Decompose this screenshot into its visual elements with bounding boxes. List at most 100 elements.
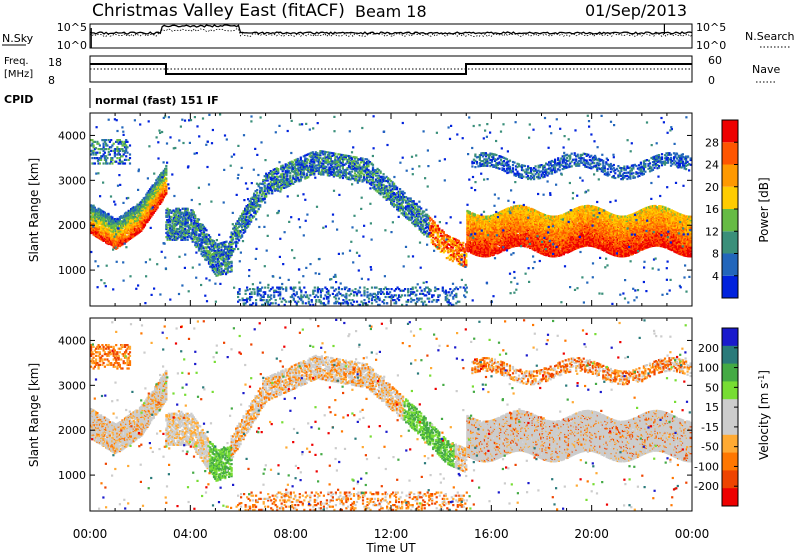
power-cell: [462, 245, 464, 247]
power-cell: [446, 294, 448, 296]
power-cell: [325, 166, 327, 168]
power-cell: [309, 294, 311, 296]
power-cell: [415, 287, 417, 289]
power-cell: [270, 294, 272, 296]
power-cell: [458, 240, 460, 242]
power-cell: [105, 139, 107, 141]
power-cell: [358, 164, 360, 166]
power-cell: [353, 301, 355, 303]
nsky-tick-max: 10^5: [57, 21, 87, 34]
power-cell: [252, 302, 254, 304]
power-cell: [190, 219, 192, 221]
nsearch-tick-min: 10^0: [696, 39, 726, 52]
power-cell: [179, 209, 181, 211]
power-cell: [256, 211, 258, 213]
power-cell: [437, 288, 439, 290]
power-cell: [245, 293, 247, 295]
power-cell: [421, 290, 423, 292]
power-cell: [194, 214, 196, 216]
power-cell: [363, 290, 365, 292]
power-cell: [308, 301, 310, 303]
power-cell: [297, 301, 299, 303]
power-cell: [317, 296, 319, 298]
power-cell: [315, 299, 317, 301]
power-cell: [214, 261, 216, 263]
power-cell: [165, 167, 167, 169]
power-cell: [167, 227, 169, 229]
power-cell: [301, 176, 303, 178]
power-cell: [231, 269, 233, 271]
power-cell: [303, 287, 305, 289]
power-cell: [371, 287, 373, 289]
power-cell: [105, 148, 107, 150]
nave-label: Nave: [752, 63, 780, 76]
power-cell: [380, 288, 382, 290]
power-cell: [423, 211, 425, 213]
power-cell: [282, 288, 284, 290]
power-cell: [345, 287, 347, 289]
power-cell: [245, 290, 247, 292]
power-cell: [366, 291, 368, 293]
power-cell: [225, 241, 227, 243]
power-cell: [368, 301, 370, 303]
power-cell: [165, 184, 167, 186]
power-cell: [231, 246, 233, 248]
power-cell: [383, 173, 385, 175]
power-cell: [291, 179, 293, 181]
power-cell: [209, 236, 211, 238]
date-label: 01/Sep/2013: [585, 1, 687, 20]
power-cell: [466, 291, 468, 293]
power-cell: [428, 222, 430, 224]
power-cell: [314, 287, 316, 289]
power-cell: [99, 152, 101, 154]
power-cell: [444, 250, 446, 252]
power-cell: [341, 288, 343, 290]
power-cell: [268, 192, 270, 194]
power-cell: [474, 213, 476, 215]
power-cell: [426, 230, 428, 232]
nave-tick-max: 60: [708, 54, 722, 67]
power-cell: [218, 268, 220, 270]
power-cell: [285, 287, 287, 289]
power-cell: [261, 287, 263, 289]
power-cell: [296, 291, 298, 293]
power-cell: [96, 152, 98, 154]
power-cell: [94, 141, 96, 143]
power-cell: [264, 182, 266, 184]
power-cell: [307, 176, 309, 178]
power-cell: [314, 290, 316, 292]
power-cell: [422, 224, 424, 226]
power-cell: [110, 150, 112, 152]
power-cell: [255, 302, 257, 304]
power-cell: [439, 294, 441, 296]
power-cell: [401, 294, 403, 296]
power-cell: [455, 293, 457, 295]
power-cell: [292, 161, 294, 163]
power-cell: [207, 243, 209, 245]
power-cell: [375, 287, 377, 289]
power-cell: [124, 162, 126, 164]
power-cell: [307, 159, 309, 161]
power-cell: [99, 144, 101, 146]
power-cell: [263, 299, 265, 301]
power-cell: [273, 294, 275, 296]
power-cell: [424, 301, 426, 303]
power-cell: [94, 207, 96, 209]
power-cell: [281, 301, 283, 303]
power-cell: [249, 288, 251, 290]
power-cell: [360, 294, 362, 296]
power-cell: [220, 268, 222, 270]
power-cell: [239, 288, 241, 290]
power-cell: [165, 165, 167, 167]
power-cell: [404, 294, 406, 296]
power-cell: [348, 288, 350, 290]
power-cell: [432, 240, 434, 242]
power-cell: [165, 178, 167, 180]
power-cell: [334, 153, 336, 155]
power-cell: [115, 161, 117, 163]
power-cell: [306, 173, 308, 175]
power-cell: [383, 293, 385, 295]
power-cell: [110, 139, 112, 141]
